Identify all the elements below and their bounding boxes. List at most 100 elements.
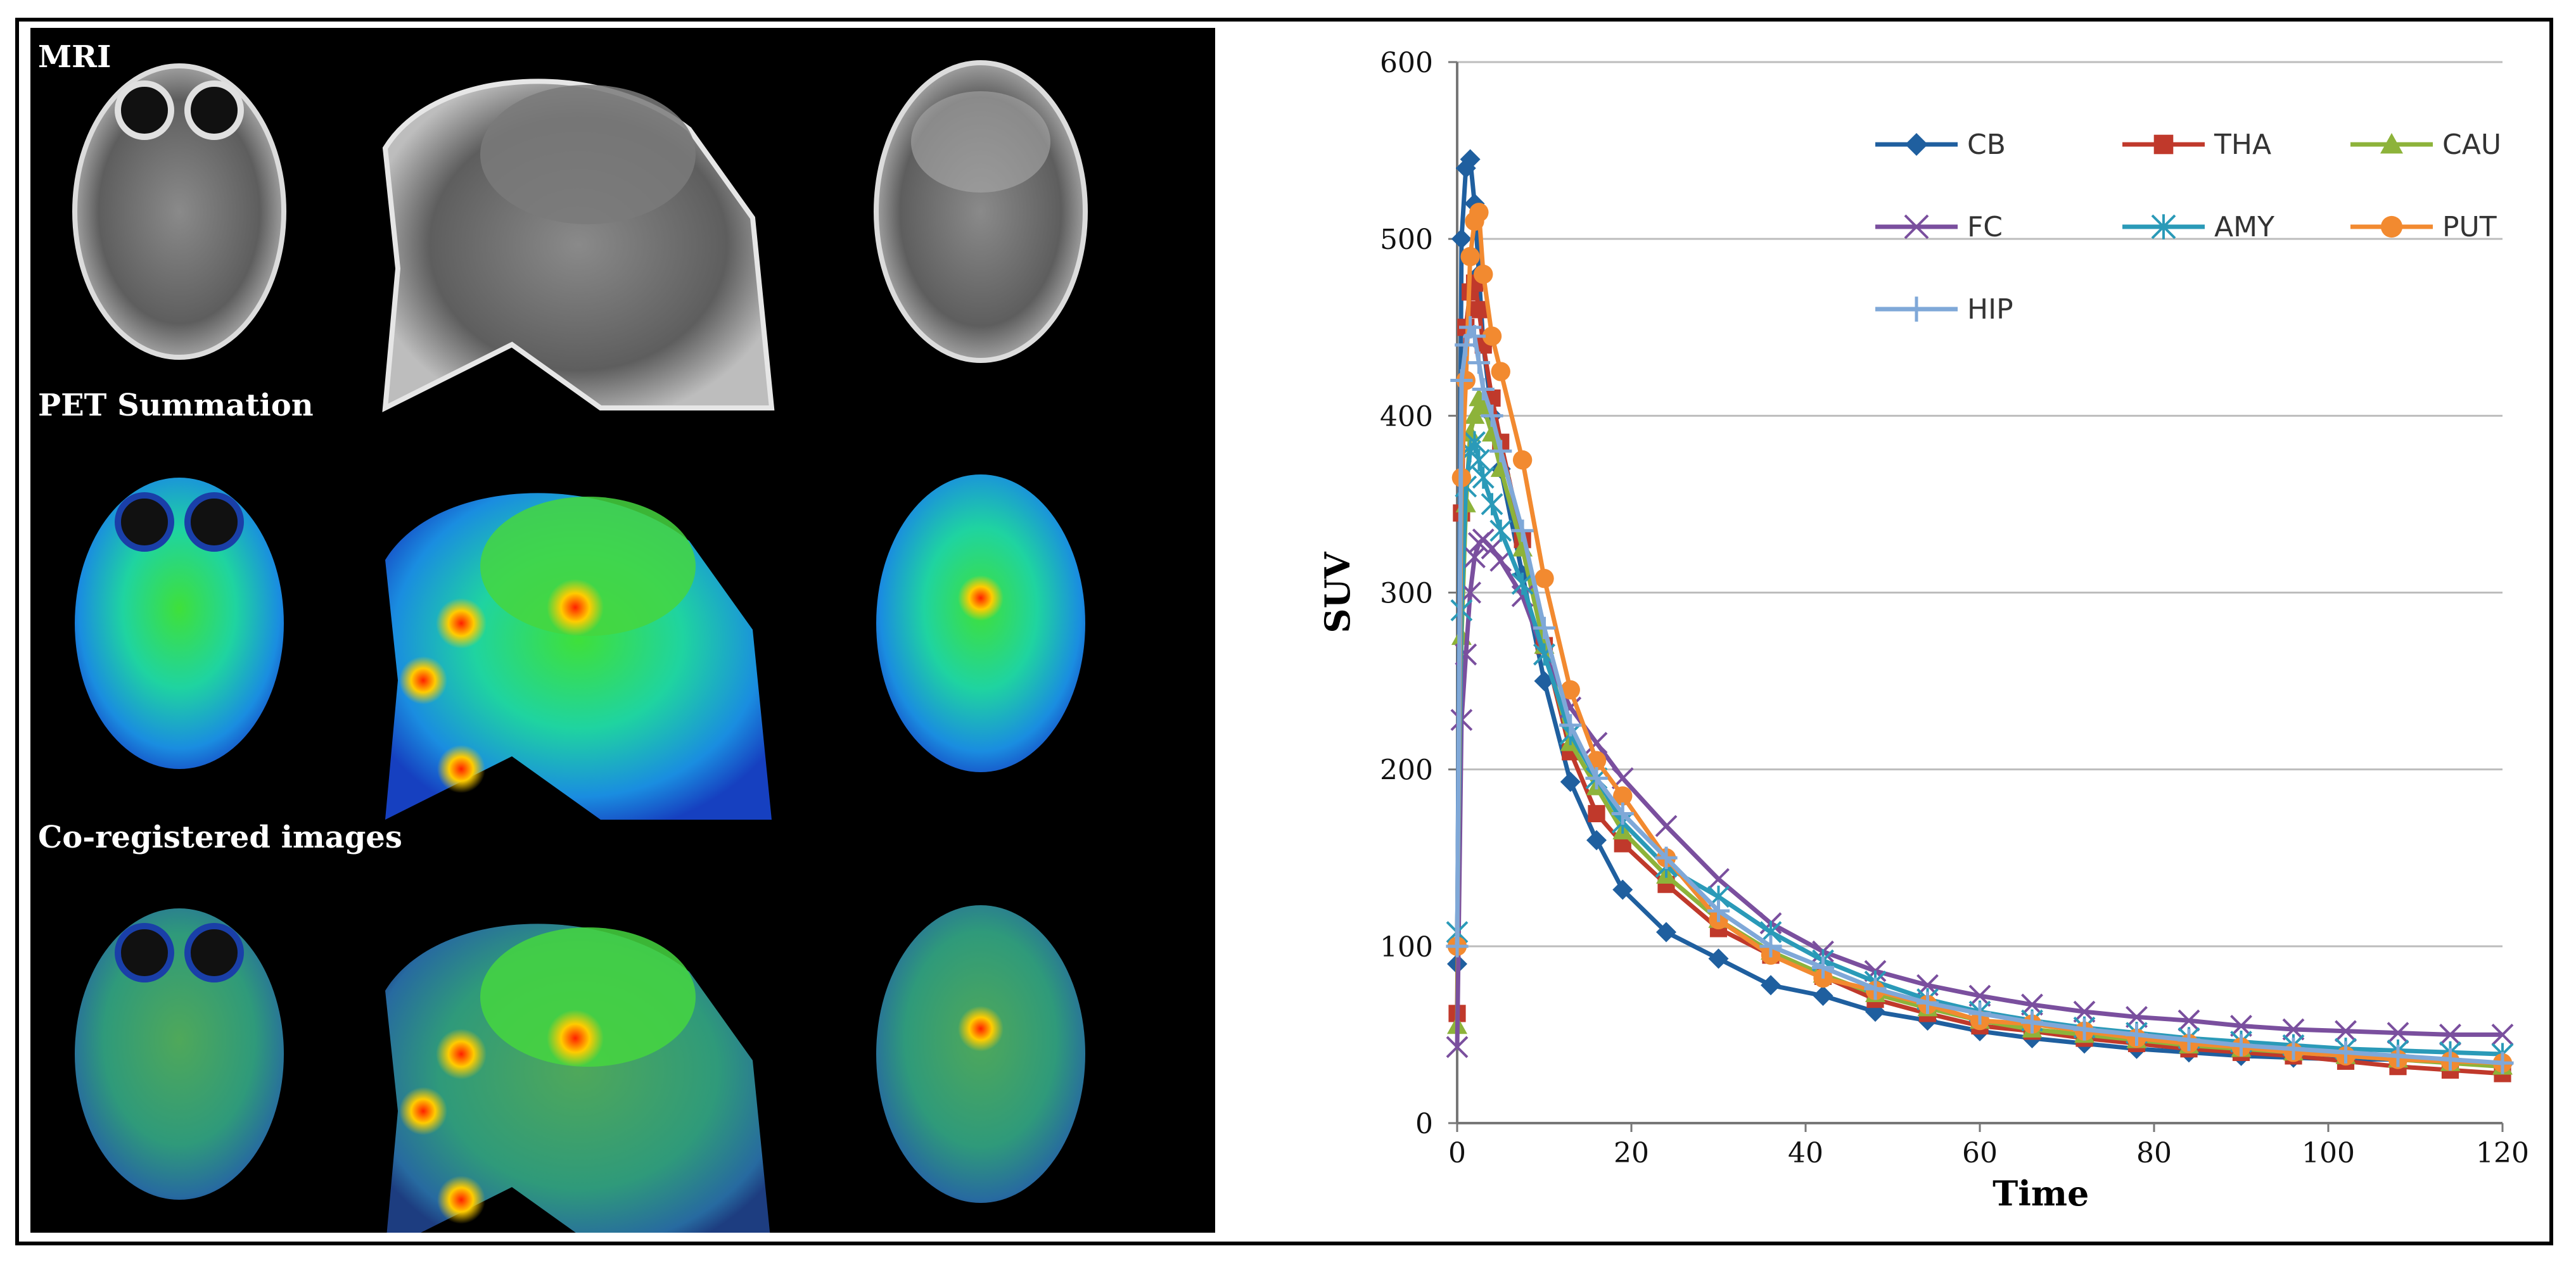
legend-label: THA bbox=[2214, 129, 2271, 161]
row-label-pet: PET Summation bbox=[38, 388, 314, 423]
data-point bbox=[1813, 986, 1833, 1006]
x-axis-title: Time bbox=[1993, 1173, 2089, 1214]
legend-item-fc: FC bbox=[1875, 211, 2003, 243]
data-point bbox=[1512, 450, 1533, 470]
data-point bbox=[1611, 802, 1634, 825]
x-tick-label: 80 bbox=[2136, 1137, 2172, 1169]
data-point bbox=[1511, 519, 1534, 542]
mri-sagittal-view bbox=[382, 79, 775, 412]
data-point bbox=[2177, 1029, 2200, 1052]
data-point bbox=[1534, 671, 1555, 692]
data-point bbox=[1481, 537, 1503, 560]
data-point bbox=[1968, 1002, 1991, 1025]
data-point bbox=[1463, 431, 1486, 454]
x-tick-label: 100 bbox=[2302, 1137, 2355, 1169]
legend-item-hip: HIP bbox=[1875, 293, 2013, 326]
coreg-axial-view bbox=[75, 908, 284, 1200]
data-point bbox=[1588, 804, 1605, 823]
legend-label: CAU bbox=[2442, 129, 2501, 161]
series-cau bbox=[1447, 388, 2513, 1075]
y-tick-label: 400 bbox=[1380, 400, 1433, 433]
data-point bbox=[1811, 956, 1835, 979]
suv-time-chart: 0 100 200 300 400 500 600 0 20 40 60 80 100 120 Time SU… bbox=[1317, 47, 2529, 1214]
data-point bbox=[1916, 991, 1939, 1014]
legend-item-tha: THA bbox=[2122, 129, 2271, 161]
data-point bbox=[2491, 1024, 2514, 1046]
y-tick-label: 100 bbox=[1380, 931, 1433, 963]
x-tick-label: 0 bbox=[1448, 1137, 1466, 1169]
data-point bbox=[1472, 466, 1495, 489]
data-point bbox=[2380, 215, 2403, 238]
data-point bbox=[1560, 772, 1581, 792]
legend-label: HIP bbox=[1967, 293, 2013, 326]
data-point bbox=[1759, 935, 1782, 958]
data-point bbox=[1460, 246, 1480, 267]
data-point bbox=[1864, 977, 1887, 1000]
data-point bbox=[1469, 203, 1489, 222]
pet-sagittal-view bbox=[385, 493, 772, 820]
data-point bbox=[1905, 133, 1928, 156]
data-point bbox=[1489, 440, 1512, 462]
legend: CB THA CAU FC AMY PUT HIP bbox=[1875, 129, 2501, 326]
legend-label: AMY bbox=[2214, 211, 2274, 243]
data-point bbox=[1491, 362, 1510, 381]
series-put bbox=[1447, 203, 2513, 1073]
data-point bbox=[1467, 448, 1490, 471]
data-point bbox=[1489, 519, 1512, 542]
data-point bbox=[1472, 378, 1495, 401]
data-point bbox=[2229, 1034, 2253, 1057]
data-point bbox=[1707, 868, 1730, 891]
coreg-sagittal-view bbox=[385, 924, 770, 1233]
data-point bbox=[2021, 993, 2043, 1016]
data-point bbox=[2380, 133, 2403, 154]
legend-label: CB bbox=[1967, 129, 2006, 161]
y-tick-label: 300 bbox=[1380, 578, 1433, 610]
data-point bbox=[1560, 680, 1580, 700]
data-point bbox=[1474, 264, 1493, 284]
data-point bbox=[2491, 1052, 2514, 1074]
data-point bbox=[1585, 767, 1608, 790]
image-row-coreg bbox=[75, 905, 1085, 1233]
legend-label: FC bbox=[1967, 211, 2003, 243]
y-tick-label: 600 bbox=[1380, 47, 1433, 79]
y-tick-label: 500 bbox=[1380, 224, 1433, 256]
data-point bbox=[1586, 830, 1607, 851]
x-tick-label: 40 bbox=[1788, 1137, 1823, 1169]
data-point bbox=[1707, 899, 1730, 922]
data-point bbox=[1613, 786, 1633, 806]
data-point bbox=[1656, 922, 1676, 943]
pet-coronal-view bbox=[876, 474, 1085, 772]
data-point bbox=[1904, 296, 1929, 322]
data-point bbox=[2439, 1024, 2461, 1046]
data-point bbox=[1534, 568, 1554, 588]
data-point bbox=[1655, 815, 1678, 837]
image-row-pet bbox=[75, 474, 1085, 820]
brain-image-grid bbox=[72, 60, 1088, 1233]
series-hip bbox=[1446, 316, 2514, 1074]
x-tick-label: 20 bbox=[1614, 1137, 1649, 1169]
series-line bbox=[1455, 325, 2503, 1065]
data-point bbox=[2151, 214, 2176, 239]
y-tick-label: 0 bbox=[1415, 1108, 1433, 1140]
data-point bbox=[1481, 493, 1503, 516]
coreg-coronal-view bbox=[876, 905, 1085, 1203]
data-point bbox=[1612, 879, 1633, 900]
data-point bbox=[1450, 369, 1473, 392]
data-point bbox=[1968, 984, 1991, 1007]
data-point bbox=[2334, 1041, 2357, 1064]
data-point bbox=[2282, 1018, 2305, 1041]
data-point bbox=[2230, 1015, 2252, 1037]
data-point bbox=[2335, 1020, 2357, 1043]
legend-item-amy: AMY bbox=[2122, 211, 2274, 243]
data-point bbox=[2439, 1048, 2462, 1071]
mri-axial-view bbox=[72, 63, 286, 360]
series-line bbox=[1455, 281, 2503, 1076]
data-point bbox=[1460, 149, 1481, 170]
data-point bbox=[2073, 1018, 2096, 1041]
series-line bbox=[1455, 210, 2503, 1065]
series-cb bbox=[1447, 149, 2513, 1075]
data-point bbox=[1451, 229, 1472, 250]
data-point bbox=[1761, 975, 1781, 996]
mri-coronal-view bbox=[874, 60, 1088, 363]
data-point bbox=[2073, 1000, 2096, 1023]
